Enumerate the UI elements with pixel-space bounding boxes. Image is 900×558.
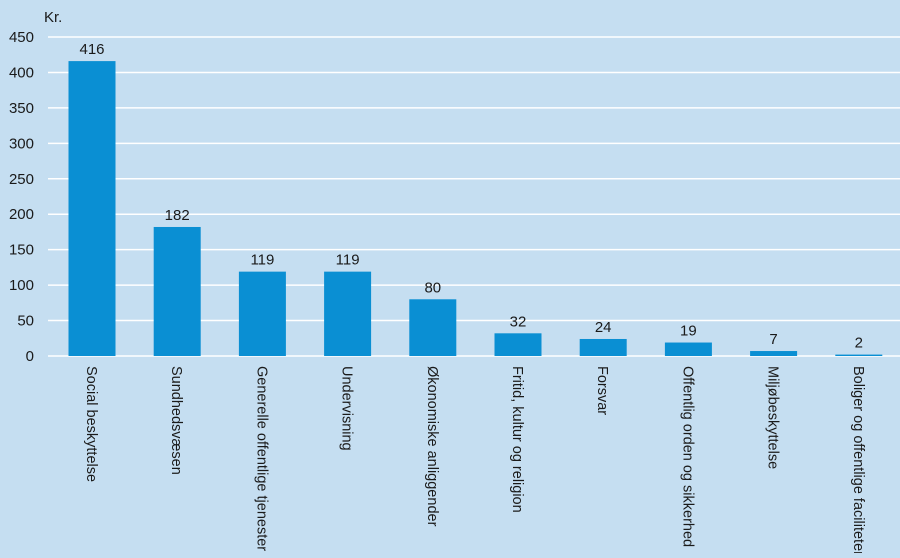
data-label: 119 [336, 252, 360, 269]
y-tick-label: 200 [9, 206, 34, 223]
y-tick-label: 100 [9, 277, 34, 294]
x-tick-label: Offentlig orden og sikkerhed [679, 366, 695, 547]
y-tick-label: 50 [17, 313, 34, 330]
x-tick-label: Generelle offentlige tjenester [253, 366, 269, 551]
x-axis-ticks: Social beskyttelse Sundhedsvæsen Generelle… [83, 366, 866, 556]
x-tick-label: Økonomiske anliggender [424, 366, 440, 527]
y-tick-label: 450 [9, 29, 34, 46]
bar [238, 271, 286, 356]
data-label: 32 [510, 313, 527, 330]
bar [494, 333, 542, 356]
x-tick-label: Social beskyttelse [83, 366, 99, 482]
bars [68, 61, 883, 356]
bar [750, 351, 798, 356]
data-label: 416 [79, 41, 104, 58]
y-tick-label: 0 [26, 348, 34, 365]
bar [579, 338, 627, 356]
y-tick-label: 150 [9, 242, 34, 259]
data-label: 119 [250, 252, 274, 269]
y-tick-label: 250 [9, 171, 34, 188]
x-tick-label: Miljøbeskyttelse [765, 366, 781, 469]
x-tick-label: Boliger og offentlige faciliteter [850, 366, 866, 553]
bar [664, 342, 712, 356]
y-axis-ticks: 0 50 100 150 200 250 300 350 400 450 [9, 29, 34, 365]
y-tick-label: 300 [9, 135, 34, 152]
data-label: 19 [680, 323, 697, 340]
x-tick-label: Fritid, kultur og religion [509, 366, 525, 513]
data-label: 182 [165, 207, 190, 224]
x-tick-label: Undervisning [339, 366, 355, 451]
data-labels: 416 182 119 119 80 32 24 19 7 2 [79, 41, 862, 351]
bar [153, 226, 201, 356]
x-tick-label: Forsvar [594, 366, 610, 415]
y-tick-label: 350 [9, 100, 34, 117]
bar [324, 271, 372, 356]
y-axis-label: Kr. [44, 9, 62, 26]
data-label: 2 [855, 335, 863, 352]
bar [409, 299, 457, 356]
bar [835, 354, 883, 356]
y-tick-label: 400 [9, 64, 34, 81]
data-label: 80 [424, 279, 441, 296]
bar [68, 61, 116, 356]
data-label: 24 [595, 319, 612, 336]
data-label: 7 [769, 331, 777, 348]
x-tick-label: Sundhedsvæsen [168, 366, 184, 475]
